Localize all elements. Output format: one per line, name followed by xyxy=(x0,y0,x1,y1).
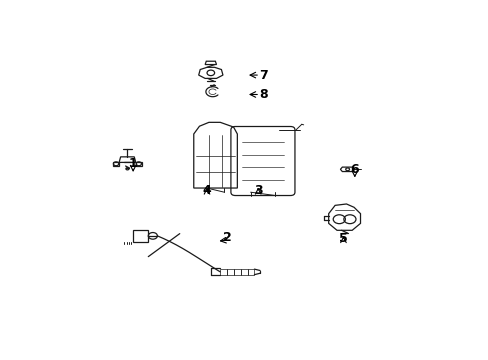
Text: 4: 4 xyxy=(202,184,211,197)
Text: 3: 3 xyxy=(253,184,262,197)
Text: 5: 5 xyxy=(338,232,347,245)
Text: 7: 7 xyxy=(259,68,268,82)
Text: 8: 8 xyxy=(259,88,267,101)
Text: 1: 1 xyxy=(128,157,137,170)
Text: 2: 2 xyxy=(223,231,232,244)
Text: 6: 6 xyxy=(350,163,358,176)
